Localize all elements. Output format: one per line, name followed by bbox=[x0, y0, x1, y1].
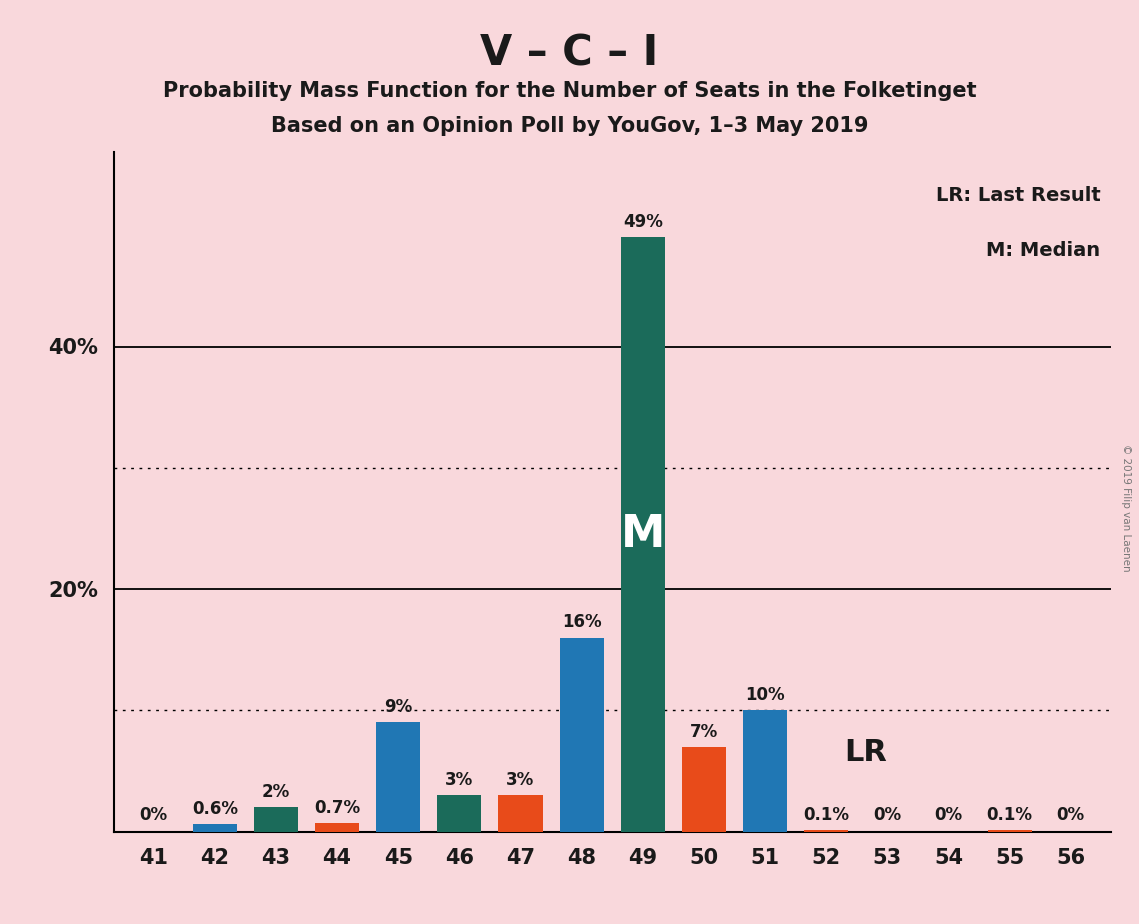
Bar bbox=[559, 638, 604, 832]
Text: Based on an Opinion Poll by YouGov, 1–3 May 2019: Based on an Opinion Poll by YouGov, 1–3 … bbox=[271, 116, 868, 137]
Bar bbox=[988, 831, 1032, 832]
Text: 9%: 9% bbox=[384, 699, 412, 716]
Text: M: Median: M: Median bbox=[986, 241, 1100, 260]
Text: 49%: 49% bbox=[623, 213, 663, 231]
Text: Probability Mass Function for the Number of Seats in the Folketinget: Probability Mass Function for the Number… bbox=[163, 81, 976, 102]
Bar bbox=[192, 824, 237, 832]
Bar bbox=[499, 796, 542, 832]
Text: 7%: 7% bbox=[690, 723, 718, 741]
Text: 2%: 2% bbox=[262, 784, 290, 801]
Bar bbox=[376, 723, 420, 832]
Bar bbox=[804, 831, 849, 832]
Bar bbox=[621, 237, 665, 832]
Text: 0.7%: 0.7% bbox=[314, 799, 360, 817]
Text: 0%: 0% bbox=[140, 807, 167, 824]
Text: © 2019 Filip van Laenen: © 2019 Filip van Laenen bbox=[1121, 444, 1131, 572]
Text: M: M bbox=[621, 513, 665, 556]
Bar bbox=[316, 823, 359, 832]
Text: 3%: 3% bbox=[507, 772, 534, 789]
Text: 0.1%: 0.1% bbox=[803, 807, 850, 824]
Text: 0.1%: 0.1% bbox=[986, 807, 1033, 824]
Text: 0%: 0% bbox=[1057, 807, 1084, 824]
Text: 0%: 0% bbox=[934, 807, 962, 824]
Text: 16%: 16% bbox=[562, 614, 601, 631]
Text: 3%: 3% bbox=[445, 772, 474, 789]
Bar bbox=[437, 796, 482, 832]
Bar bbox=[682, 747, 726, 832]
Text: 0%: 0% bbox=[874, 807, 901, 824]
Text: LR: LR bbox=[844, 738, 887, 767]
Bar bbox=[254, 808, 298, 832]
Bar bbox=[743, 711, 787, 832]
Text: LR: Last Result: LR: Last Result bbox=[936, 187, 1100, 205]
Text: V – C – I: V – C – I bbox=[481, 32, 658, 74]
Text: 0.6%: 0.6% bbox=[191, 800, 238, 819]
Text: 10%: 10% bbox=[745, 687, 785, 704]
